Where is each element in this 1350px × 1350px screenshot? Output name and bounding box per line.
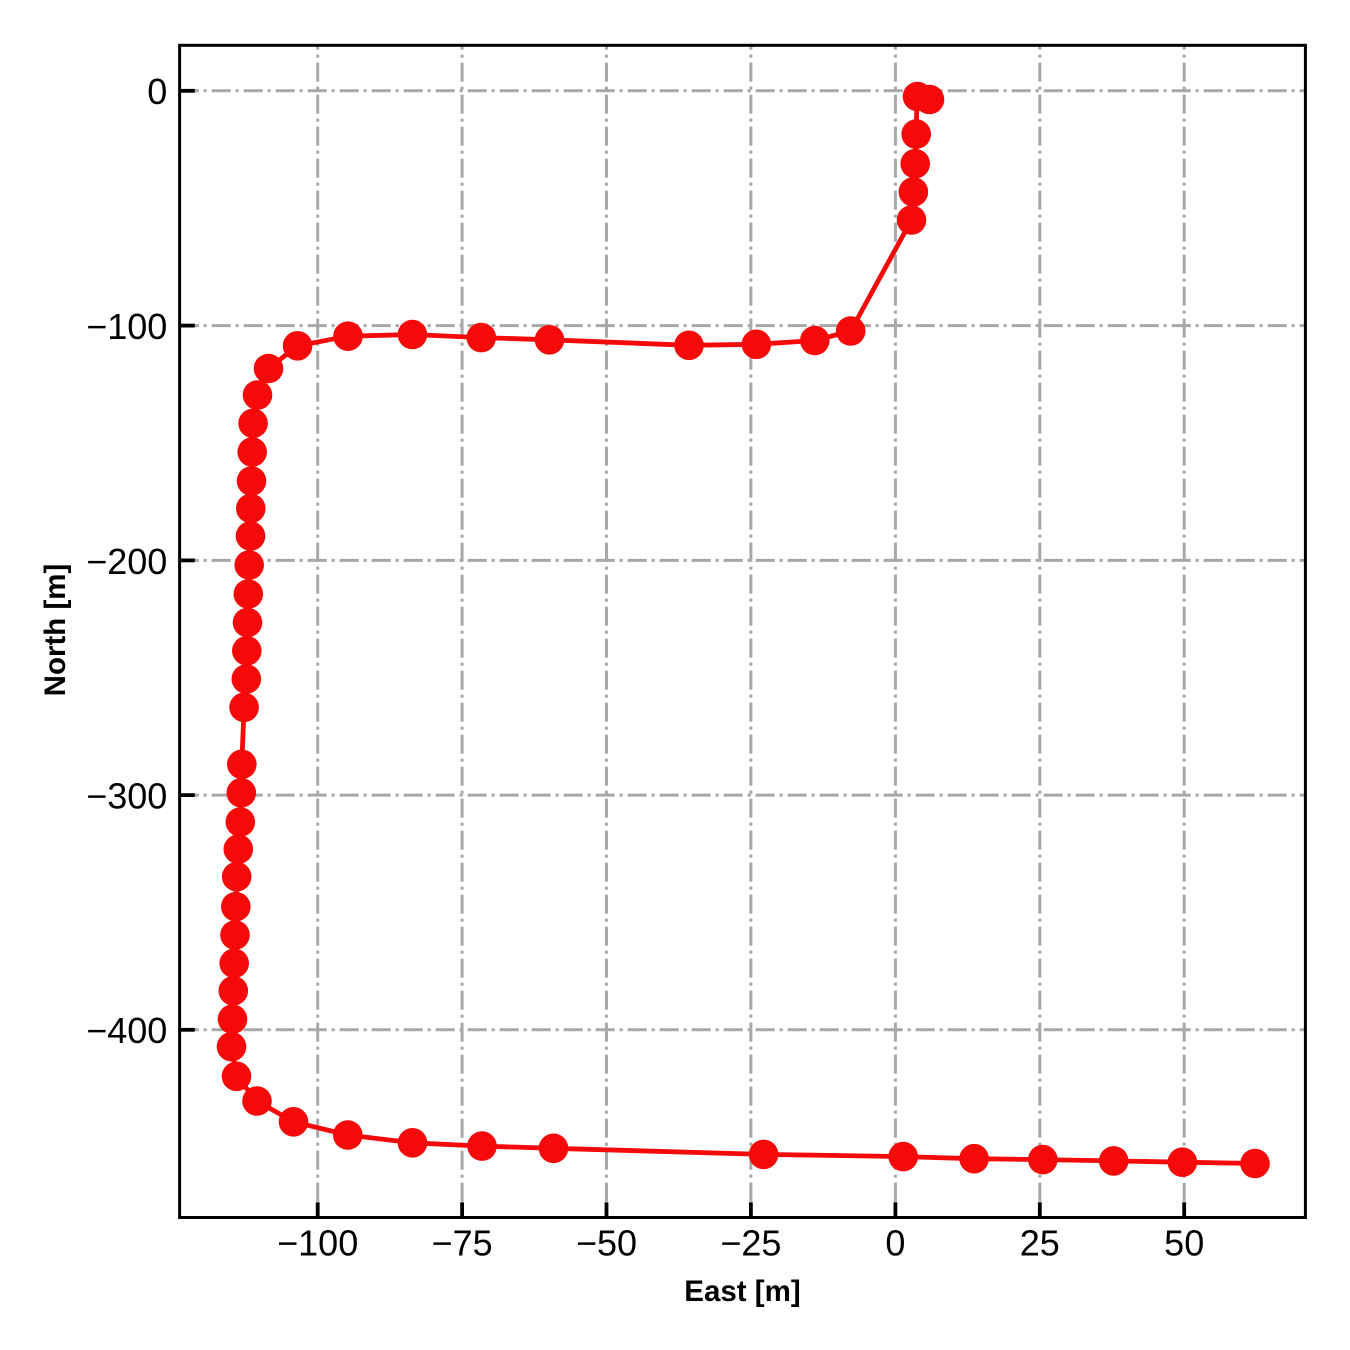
svg-text:0: 0: [885, 1223, 905, 1264]
svg-text:−400: −400: [86, 1010, 167, 1051]
svg-text:−50: −50: [576, 1223, 637, 1264]
svg-text:−25: −25: [720, 1223, 781, 1264]
svg-text:25: 25: [1020, 1223, 1060, 1264]
svg-text:−300: −300: [86, 776, 167, 817]
svg-text:North [m]: North [m]: [39, 564, 72, 697]
svg-text:−100: −100: [277, 1223, 358, 1264]
svg-text:50: 50: [1164, 1223, 1204, 1264]
svg-text:0: 0: [147, 71, 167, 112]
svg-text:−75: −75: [432, 1223, 493, 1264]
svg-text:−200: −200: [86, 541, 167, 582]
svg-text:−100: −100: [86, 306, 167, 347]
svg-text:East [m]: East [m]: [684, 1275, 800, 1308]
